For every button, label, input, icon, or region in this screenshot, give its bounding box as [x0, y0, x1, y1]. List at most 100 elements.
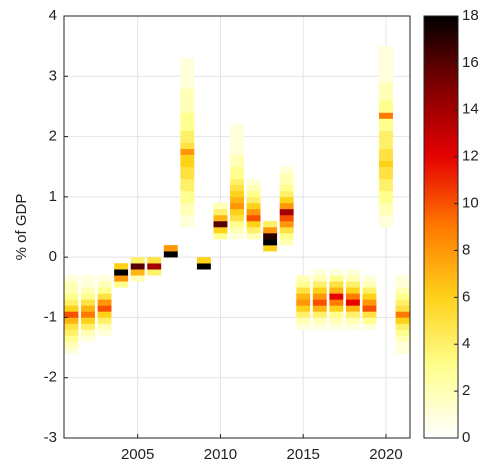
heat-cell: [395, 287, 410, 294]
heat-cell: [362, 317, 377, 324]
heat-cell: [395, 299, 410, 306]
heat-cell: [64, 299, 79, 306]
plot-area: [64, 15, 410, 439]
heat-cell: [114, 269, 129, 276]
heat-cell: [379, 64, 393, 71]
heat-cell: [81, 287, 95, 294]
heat-cell: [279, 227, 294, 234]
heat-cell: [279, 166, 294, 174]
y-tick-label: 3: [49, 67, 57, 84]
heat-cell: [345, 281, 360, 288]
heat-cell: [180, 214, 195, 222]
heat-cell: [246, 227, 261, 234]
heat-cell: [180, 106, 195, 113]
heat-cell: [279, 239, 294, 246]
heat-cell: [230, 208, 244, 216]
heat-cell: [263, 239, 278, 246]
heat-cell: [279, 190, 294, 198]
heat-cell: [312, 275, 327, 282]
heat-cell: [213, 220, 228, 228]
colorbar-tick-label: 8: [462, 241, 470, 258]
heat-cell: [329, 281, 344, 288]
y-axis-label: % of GDP: [13, 194, 30, 261]
heat-cell: [296, 293, 311, 300]
heat-cell: [379, 166, 393, 174]
heat-cell: [296, 287, 311, 294]
colorbar-tick-label: 10: [462, 195, 479, 212]
heat-cell: [97, 323, 112, 330]
heat-cell: [312, 311, 327, 318]
heat-cell: [246, 208, 261, 216]
heat-cell: [279, 178, 294, 186]
heat-cell: [97, 305, 112, 312]
heat-cell: [213, 227, 228, 234]
heat-cell: [395, 323, 410, 330]
heat-cell: [379, 154, 393, 161]
heat-cell: [180, 220, 195, 228]
heat-cell: [279, 214, 294, 222]
heat-cell: [362, 305, 377, 312]
y-tick-label: 2: [49, 128, 57, 145]
heat-cell: [312, 287, 327, 294]
colorbar-tick-label: 14: [462, 101, 479, 118]
heat-cell: [246, 220, 261, 228]
heat-cell: [180, 172, 195, 180]
heat-cell: [263, 220, 278, 228]
heat-cell: [180, 70, 195, 77]
heat-cell: [379, 52, 393, 59]
heat-cell: [81, 275, 95, 282]
colorbar-tick-label: 4: [462, 335, 470, 352]
heat-cell: [64, 311, 79, 318]
heat-cell: [180, 208, 195, 216]
heat-cell: [329, 293, 344, 300]
heat-cell: [395, 281, 410, 288]
heat-cell: [130, 263, 145, 270]
heat-cell: [130, 269, 145, 276]
heat-cell: [64, 275, 79, 282]
heat-cell: [230, 227, 244, 234]
heat-cell: [180, 154, 195, 161]
heat-cell: [180, 94, 195, 101]
heat-cell: [395, 305, 410, 312]
heat-cell: [312, 317, 327, 324]
heat-cell: [379, 112, 393, 119]
heat-cell: [81, 329, 95, 336]
heat-cell: [180, 100, 195, 107]
heat-cell: [64, 317, 79, 324]
heat-cell: [379, 130, 393, 137]
heat-cell: [180, 196, 195, 204]
heat-cell: [312, 293, 327, 300]
heat-cell: [81, 281, 95, 288]
heat-cell: [230, 142, 244, 149]
heat-cell: [329, 317, 344, 324]
heat-cell: [163, 251, 178, 258]
heat-cell: [97, 275, 112, 282]
heat-cell: [379, 172, 393, 180]
heat-cell: [379, 118, 393, 125]
heat-cell: [147, 269, 162, 276]
heat-cell: [279, 196, 294, 204]
heat-cell: [230, 130, 244, 137]
heat-cell: [230, 196, 244, 204]
heat-cell: [395, 293, 410, 300]
heat-cell: [379, 142, 393, 149]
heat-cell: [213, 214, 228, 222]
heat-cell: [395, 341, 410, 348]
heat-cell: [395, 329, 410, 336]
heat-cell: [81, 305, 95, 312]
heat-cell: [246, 202, 261, 210]
heat-cell: [246, 196, 261, 204]
heat-cell: [64, 347, 79, 354]
heat-cell: [362, 299, 377, 306]
heat-cell: [81, 317, 95, 324]
heat-cell: [246, 233, 261, 240]
heat-cell: [230, 233, 244, 240]
heat-cell: [230, 136, 244, 143]
heat-cell: [345, 311, 360, 318]
heat-cell: [64, 281, 79, 288]
y-tick-label: 0: [49, 248, 57, 265]
x-tick-label: 2015: [287, 446, 320, 463]
heat-cell: [81, 293, 95, 300]
heat-cell: [395, 347, 410, 354]
heat-cell: [345, 275, 360, 282]
